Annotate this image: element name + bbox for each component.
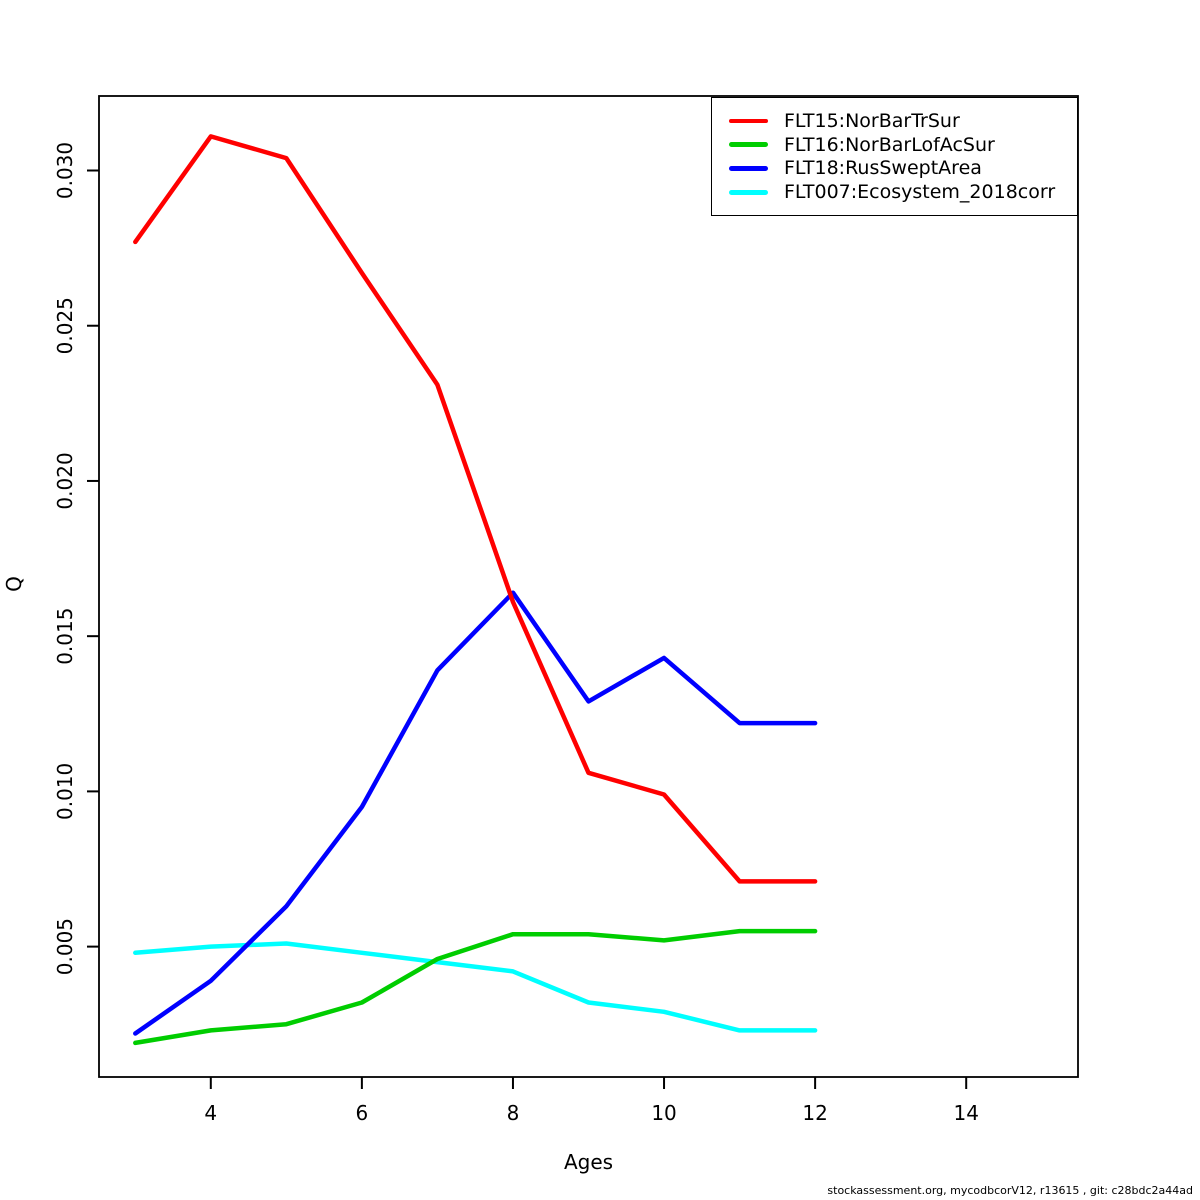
legend: FLT15:NorBarTrSur FLT16:NorBarLofAcSur F…	[711, 97, 1078, 216]
x-axis-tick-label: 10	[651, 1101, 676, 1125]
legend-line-swatch-blue	[729, 166, 768, 171]
y-axis-tick-label: 0.025	[53, 297, 77, 354]
x-axis-tick-label: 4	[204, 1101, 217, 1125]
series-line-FLT15:NorBarTrSur	[133, 134, 818, 884]
x-axis-tick-label: 14	[953, 1101, 978, 1125]
y-axis-tick-label: 0.015	[53, 608, 77, 665]
legend-item: FLT18:RusSweptArea	[729, 157, 1077, 181]
series-line-FLT18:RusSweptArea	[133, 590, 818, 1036]
legend-label: FLT16:NorBarLofAcSur	[784, 133, 995, 156]
legend-label: FLT15:NorBarTrSur	[784, 109, 960, 132]
x-axis-tick-label: 8	[507, 1101, 520, 1125]
y-axis-title: Q	[2, 576, 26, 592]
y-axis-tick-label: 0.020	[53, 452, 77, 509]
legend-label: FLT18:RusSweptArea	[784, 157, 982, 180]
legend-label: FLT007:Ecosystem_2018corr	[784, 181, 1056, 204]
legend-line-swatch-cyan	[729, 190, 768, 195]
plot-frame	[98, 95, 1079, 1078]
footer-watermark: stockassessment.org, mycodbcorV12, r1361…	[827, 1184, 1193, 1197]
x-axis-tick-label: 6	[356, 1101, 369, 1125]
legend-item: FLT16:NorBarLofAcSur	[729, 133, 1077, 157]
legend-line-swatch-green	[729, 142, 768, 147]
y-axis-tick-label: 0.005	[53, 918, 77, 975]
legend-item: FLT15:NorBarTrSur	[729, 109, 1077, 133]
legend-line-swatch-red	[729, 118, 768, 124]
series-line-FLT16:NorBarLofAcSur	[133, 928, 818, 1046]
y-axis-tick-label: 0.030	[53, 142, 77, 199]
y-axis-tick-label: 0.010	[53, 763, 77, 820]
x-axis-title: Ages	[563, 1150, 614, 1174]
legend-item: FLT007:Ecosystem_2018corr	[729, 180, 1077, 204]
x-axis-tick-label: 12	[802, 1101, 827, 1125]
